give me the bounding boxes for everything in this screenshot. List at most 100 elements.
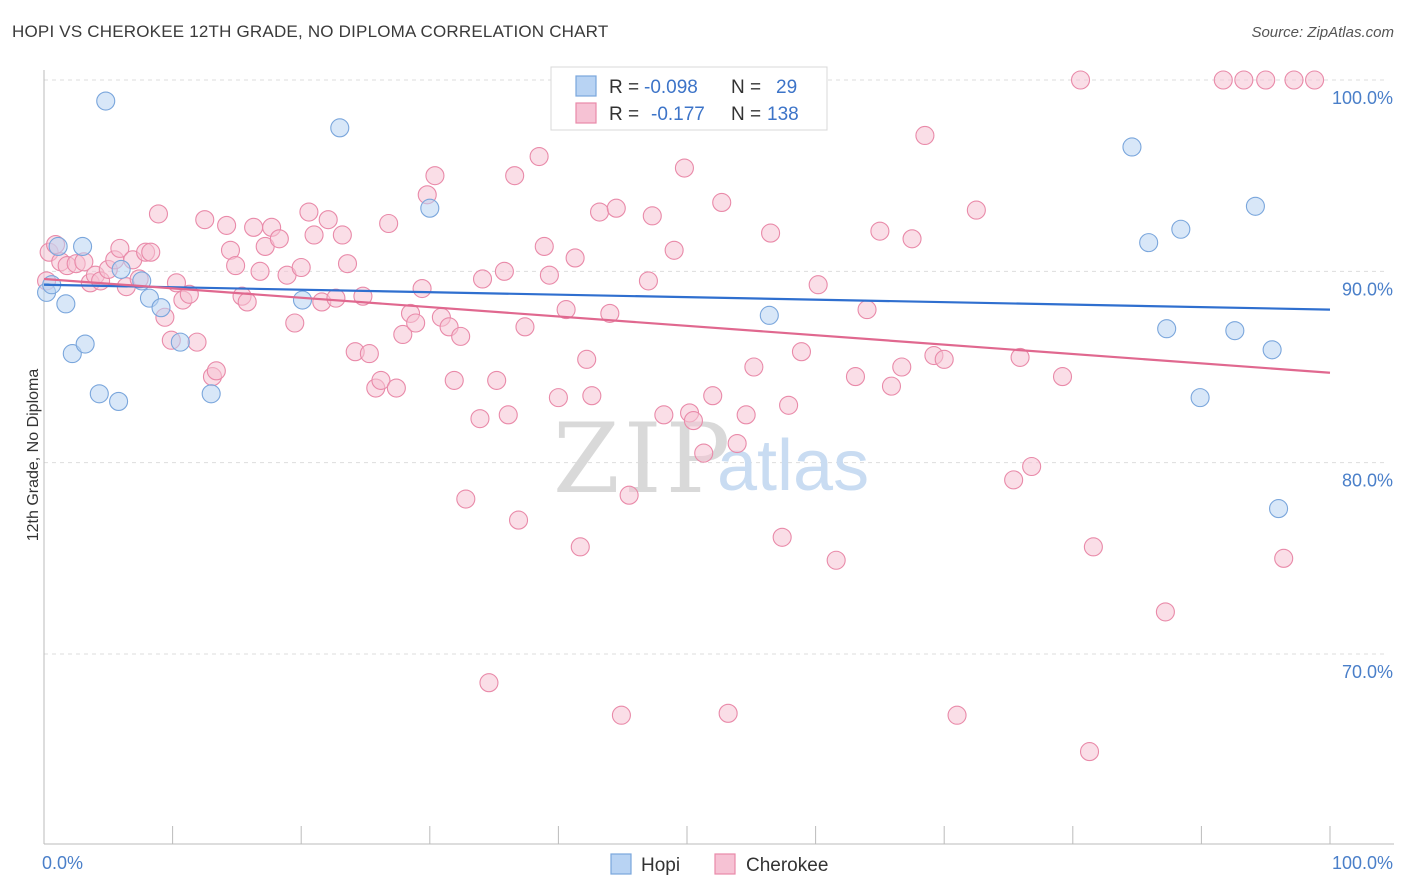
cherokee-point-38	[285, 313, 305, 333]
legend-swatch-cherokee	[575, 102, 597, 124]
cherokee-point-104	[761, 223, 781, 243]
hopi-point-18	[420, 198, 440, 218]
cherokee-point-11	[110, 238, 130, 258]
tick-labels: 100.0% 90.0% 80.0% 70.0% 0.0% 100.0%	[42, 88, 1393, 873]
cherokee-point-24	[195, 210, 215, 230]
cherokee-point-101	[727, 433, 747, 454]
cherokee-point-80	[570, 537, 590, 557]
cherokee-point-56	[406, 313, 426, 333]
cherokee-point-65	[470, 409, 490, 429]
cherokee-point-43	[318, 210, 338, 230]
cherokee-point-98	[712, 192, 732, 213]
cherokee-point-76	[539, 265, 559, 285]
cherokee-point-31	[237, 292, 257, 312]
cherokee-point-111	[857, 300, 877, 320]
cherokee-point-128	[1155, 602, 1175, 622]
hopi-point-19	[759, 305, 779, 325]
y-tick-label-2: 80.0%	[1342, 471, 1393, 491]
cherokee-point-73	[515, 317, 535, 337]
hopi-point-16	[292, 290, 313, 310]
cherokee-point-102	[736, 405, 756, 425]
trend-lines	[43, 277, 1331, 374]
hopi-point-15	[201, 384, 221, 404]
y-tick-label-0: 100.0%	[1332, 88, 1393, 108]
cherokee-point-91	[654, 405, 674, 425]
cherokee-point-46	[337, 254, 358, 274]
cherokee-point-29	[226, 256, 246, 276]
legend-n-label-hopi: N =	[731, 77, 761, 98]
cherokee-points	[37, 70, 1325, 762]
cherokee-point-53	[386, 378, 406, 398]
hopi-points	[37, 91, 1289, 519]
hopi-point-24	[1190, 388, 1210, 408]
legend-r-label-cherokee: R =	[609, 104, 639, 125]
cherokee-point-106	[779, 395, 799, 415]
hopi-point-7	[89, 384, 109, 404]
cherokee-point-79	[565, 248, 585, 268]
cherokee-point-44	[326, 288, 346, 308]
hopi-trend-line	[43, 283, 1331, 311]
hopi-point-9	[109, 391, 129, 411]
cherokee-point-112	[870, 221, 890, 241]
bottom-legend-label-cherokee: Cherokee	[746, 855, 828, 876]
cherokee-point-119	[947, 705, 967, 725]
cherokee-point-54	[393, 324, 413, 345]
cherokee-point-97	[703, 386, 723, 406]
series-legend: Hopi Cherokee	[610, 853, 828, 876]
legend-n-value-hopi: 29	[776, 77, 797, 98]
cherokee-point-132	[1284, 70, 1304, 90]
cherokee-point-85	[606, 198, 626, 218]
cherokee-point-93	[674, 158, 694, 178]
cherokee-point-66	[472, 269, 493, 289]
cherokee-point-39	[291, 257, 311, 278]
cherokee-point-75	[534, 236, 554, 257]
cherokee-point-16	[141, 242, 161, 262]
grid-lines	[44, 79, 1386, 655]
correlation-legend: R = -0.098 N = 29 R = -0.177 N = 138	[550, 66, 828, 131]
cherokee-point-92	[664, 240, 684, 260]
hopi-point-26	[1245, 196, 1265, 216]
cherokee-point-23	[187, 332, 207, 352]
hopi-point-23	[1171, 219, 1191, 239]
cherokee-point-100	[718, 703, 738, 723]
cherokee-point-77	[548, 388, 568, 408]
legend-n-value-cherokee: 138	[767, 104, 799, 125]
cherokee-point-33	[250, 261, 270, 281]
cherokee-point-116	[915, 125, 935, 146]
source-credit: Source: ZipAtlas.com	[1251, 24, 1394, 41]
cherokee-point-124	[1052, 367, 1073, 387]
bottom-legend-swatch-cherokee	[714, 853, 736, 875]
bottom-legend-label-hopi: Hopi	[641, 855, 680, 876]
cherokee-point-69	[494, 261, 514, 281]
cherokee-point-82	[582, 386, 602, 406]
cherokee-point-107	[791, 342, 812, 362]
cherokee-point-26	[206, 361, 226, 381]
hopi-point-10	[111, 259, 131, 279]
cherokee-point-83	[590, 202, 610, 222]
cherokee-point-114	[892, 357, 912, 377]
bottom-legend-swatch-hopi	[610, 853, 632, 875]
cherokee-point-120	[966, 200, 986, 220]
cherokee-point-32	[244, 217, 264, 237]
y-axis-title: 12th Grade, No Diploma	[25, 369, 42, 542]
hopi-point-27	[1262, 340, 1282, 360]
cherokee-point-36	[269, 229, 289, 249]
cherokee-point-125	[1070, 70, 1091, 90]
y-tick-label-1: 90.0%	[1342, 279, 1393, 299]
hopi-point-21	[1139, 233, 1159, 253]
hopi-point-8	[96, 91, 116, 111]
cherokee-point-17	[148, 204, 169, 224]
cherokee-point-67	[479, 673, 499, 693]
cherokee-point-68	[487, 370, 507, 390]
cherokee-point-127	[1083, 537, 1103, 557]
cherokee-point-71	[505, 166, 525, 186]
hopi-point-17	[330, 118, 350, 138]
cherokee-point-129	[1213, 70, 1233, 90]
hopi-point-20	[1122, 137, 1142, 157]
cherokee-point-45	[332, 225, 352, 245]
cherokee-point-103	[744, 357, 764, 377]
legend-r-value-cherokee: -0.177	[651, 104, 705, 125]
cherokee-point-105	[772, 527, 792, 547]
cherokee-point-63	[451, 326, 471, 346]
